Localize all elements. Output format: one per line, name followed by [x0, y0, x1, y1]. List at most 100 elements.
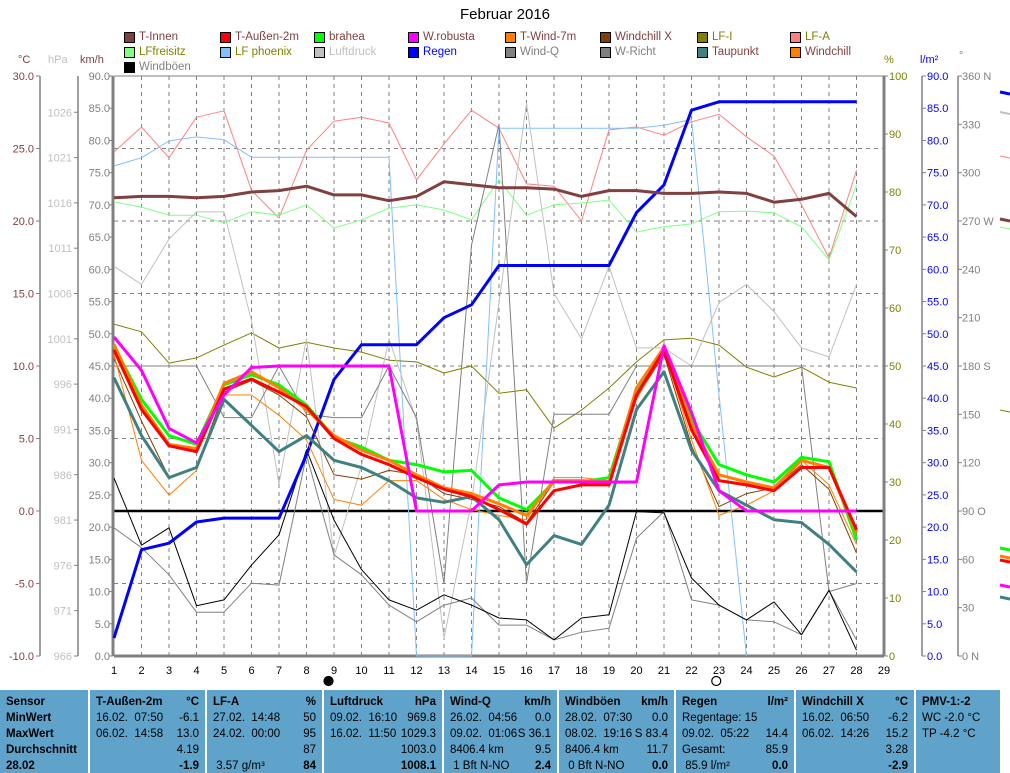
stats-row: Windchill X °C — [802, 696, 908, 712]
axis-percent-tick-label: 10 — [889, 593, 901, 605]
stats-row: Wind-Q km/h — [450, 696, 551, 712]
axis-rain-tick-label: 30.0 — [927, 458, 948, 470]
legend-swatch — [697, 31, 708, 43]
stats-label: Luftdruck — [330, 696, 384, 708]
series-t-au-en-2m — [112, 348, 858, 531]
legend-label: brahea — [329, 31, 365, 43]
axis-percent-tick-label: 60 — [889, 303, 901, 315]
axis-hpa-tick-label: 966 — [54, 651, 72, 663]
stats-label: Gesamt: — [682, 744, 726, 756]
adjacent-chart-fragment — [999, 409, 1010, 413]
legend-label: Taupunkt — [712, 46, 759, 58]
axis-direction-tick-label: 330 — [962, 119, 980, 131]
stats-label: 08.02. 19:16 — [565, 728, 633, 740]
series-lf-phoenix — [113, 119, 747, 657]
stats-column: Wind-Q km/h 26.02. 04:56 0.0 09.02. 01:06 S 3… — [442, 690, 557, 773]
stats-label: 24.02. 00:00 — [213, 728, 281, 740]
adjacent-chart-fragment — [999, 217, 1010, 223]
stats-row: Luftdruck hPa — [330, 696, 436, 712]
stats-label: Durchschnitt — [6, 744, 77, 756]
stats-label: 8406.4 km — [565, 744, 619, 756]
axis-direction-tick-label: 300 — [962, 168, 980, 180]
stats-value: % — [305, 696, 316, 708]
legend-label: LF-A — [805, 31, 830, 43]
axis-rain-tick-label: 75.0 — [927, 168, 948, 180]
stats-value: km/h — [641, 696, 668, 708]
stats-row: Regen l/m² — [682, 696, 788, 712]
legend-label: LFfreisitz — [139, 46, 186, 58]
stats-label: 09.02. 01:06 — [450, 728, 518, 740]
axis-rain-tick-label: 90.0 — [927, 71, 948, 83]
legend-label: Luftdruck — [329, 46, 377, 58]
series-line — [113, 323, 857, 429]
stats-row: 09.02. 05:22 14.4 — [682, 728, 788, 744]
axis-celsius-tick-label: -5.0 — [15, 579, 34, 591]
legend-swatch — [697, 46, 708, 58]
stats-label: 09.02. 05:22 — [682, 728, 750, 740]
stats-value: 87 — [303, 744, 316, 756]
stats-value: 0.0 — [772, 760, 788, 772]
stats-row: 16.02. 11:50 1029.3 — [330, 728, 436, 744]
axis-hpa-tick-label: 981 — [54, 515, 72, 527]
stats-label: 06.02. 14:58 — [96, 728, 164, 740]
axis-rain-tick-label: 45.0 — [927, 361, 948, 373]
series-line — [112, 348, 858, 531]
stats-row: LF-A% — [213, 696, 316, 712]
axis-kmh-tick-label: 45.0 — [89, 361, 110, 373]
x-tick-label: 18 — [575, 665, 587, 677]
axis-rain-tick-label: 80.0 — [927, 135, 948, 147]
stats-label: Regentage: 15 — [682, 712, 758, 724]
x-tick-label: 15 — [493, 665, 505, 677]
stats-row: 28.02 — [6, 760, 80, 773]
stats-value: 0.0 — [652, 712, 668, 724]
unit-hpa: hPa — [48, 54, 68, 66]
stats-label: MinWert — [6, 712, 52, 724]
unit-celsius: °C — [18, 54, 31, 66]
legend-item: Windböen — [124, 61, 191, 73]
legend-label: Regen — [423, 46, 457, 58]
legend-label: LF-I — [712, 31, 733, 43]
axis-celsius-tick-label: 10.0 — [13, 361, 34, 373]
stats-label: 16.02. 07:50 — [96, 712, 164, 724]
axis-direction-tick-label: 120 — [962, 458, 980, 470]
stats-value: 14.4 — [765, 728, 788, 740]
stats-value: 2.4 — [535, 760, 551, 772]
unit-kmh: km/h — [80, 54, 104, 66]
x-tick-label: 19 — [603, 665, 615, 677]
stats-value: -6.2 — [888, 712, 908, 724]
stats-row: 3.57 g/m³ 84 — [213, 760, 316, 773]
stats-row: -1.9 — [96, 760, 199, 773]
adjacent-chart-fragment — [999, 90, 1010, 96]
legend-swatch — [408, 31, 419, 43]
x-tick-label: 2 — [138, 665, 144, 677]
stats-value: S 36.1 — [517, 728, 551, 740]
axis-rain-tick-label: 70.0 — [927, 200, 948, 212]
x-tick-label: 9 — [331, 665, 337, 677]
stats-column: LF-A% 27.02. 14:48 50 24.02. 00:00 95 87 3.57… — [205, 690, 322, 773]
legend-swatch — [505, 46, 516, 58]
x-tick-label: 14 — [465, 665, 477, 677]
axis-percent-tick-label: 100 — [889, 71, 907, 83]
stats-label: Sensor — [6, 696, 45, 708]
x-tick-label: 10 — [355, 665, 367, 677]
series-lf-i — [113, 323, 857, 429]
stats-value: S 83.4 — [634, 728, 668, 740]
stats-label: LF-A — [213, 696, 240, 708]
stats-label: 28.02. 07:30 — [565, 712, 633, 724]
stats-column: T-Außen-2m °C 16.02. 07:50 -6.1 06.02. 14:58… — [88, 690, 205, 773]
axis-rain-tick-label: 65.0 — [927, 232, 948, 244]
legend-item: T-Außen-2m — [220, 31, 299, 43]
axis-rain-tick-label: 25.0 — [927, 490, 948, 502]
stats-column: PMV-1:-2 WC -2.0 °C TP -4.2 °C — [914, 690, 1000, 773]
stats-value: 15.2 — [885, 728, 908, 740]
legend-swatch — [600, 31, 611, 43]
stats-value: -2.9 — [888, 760, 908, 772]
stats-value: 1029.3 — [400, 728, 436, 740]
axis-kmh-tick-label: 70.0 — [89, 200, 110, 212]
axis-direction-tick-label: 0 N — [962, 651, 979, 663]
stats-label: 85.9 l/m² — [682, 760, 730, 772]
chart-canvas: 30.025.020.015.010.05.00.0-5.0-10.010261… — [9, 71, 1010, 687]
legend-item: W.robusta — [408, 31, 475, 43]
series-line — [112, 370, 858, 573]
unit-rain: l/m² — [920, 54, 939, 66]
